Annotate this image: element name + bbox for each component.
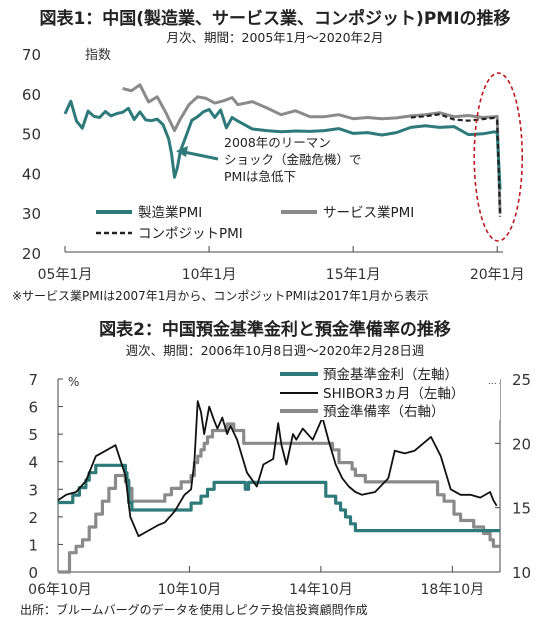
chart2-legend-bg [272, 365, 500, 383]
chart2-right-tick-label: 25 [512, 371, 531, 389]
chart1-y-tick-label: 70 [22, 46, 41, 64]
chart1-y-tick-label: 30 [22, 205, 41, 223]
chart1-y-tick-label: 20 [22, 245, 41, 263]
chart1-annotation: 2008年のリーマン [224, 135, 331, 150]
chart2-left-tick-label: 5 [28, 426, 38, 444]
chart2-series-line [58, 463, 500, 533]
chart1-subtitle: 月次、期間：2005年1月～2020年2月 [166, 30, 384, 45]
chart1-annotation-arrowhead [176, 146, 188, 157]
chart1-legend-label: 製造業PMI [138, 205, 202, 221]
chart1-series-line [410, 113, 502, 217]
chart2-left-tick-label: 4 [28, 454, 38, 472]
chart2-source: 出所：ブルームバーグのデータを使用しピクテ投信投資顧問作成 [20, 603, 368, 617]
chart1-annotation: PMIは急低下 [224, 169, 296, 184]
chart1-y-tick-label: 50 [22, 126, 41, 144]
chart2-left-tick-label: 2 [28, 509, 38, 527]
chart2-legend-label: SHIBOR3ヵ月（左軸） [323, 386, 464, 402]
chart1-x-tick-label: 20年1月 [470, 267, 525, 283]
chart2-legend-label: 預金基準金利（左軸） [323, 366, 458, 383]
chart1-legend-label: コンポジットPMI [138, 226, 243, 242]
chart2-legend-label: 預金準備率（右軸） [323, 403, 445, 420]
chart2-right-tick-label: 20 [512, 435, 531, 453]
chart1-plot: 20 30 40 50 60 70 指数 05年1月 10年1月 15年1月 20年1月 2008年の… [22, 46, 525, 283]
chart2-subtitle: 週次、期間：2006年10月8日週～2020年2月28日週 [125, 343, 425, 358]
chart2-left-tick-label: 1 [28, 536, 38, 554]
chart2-series-line [58, 422, 500, 574]
chart2-right-tick-label: 15 [512, 500, 531, 518]
chart2-series-line [57, 400, 498, 538]
chart2-title: 図表2：中国預金基準金利と預金準備率の推移 [99, 320, 451, 340]
chart1-y-tick-label: 40 [22, 165, 41, 183]
chart2-left-tick-label: 7 [28, 371, 38, 389]
chart2-x-tick-label: 06年10月 [28, 582, 92, 598]
chart2-left-tick-label: 3 [28, 481, 38, 499]
chart2-legend-bg [272, 384, 500, 402]
chart2-left-tick-label: 0 [28, 564, 38, 582]
chart1-legend-label: サービス業PMI [323, 205, 414, 221]
chart2-x-tick-label: 18年10月 [421, 582, 485, 598]
chart2-x-tick-label: 10年10月 [158, 582, 222, 598]
chart1-y-tick-label: 60 [22, 86, 41, 104]
chart1-annotation-arrow [183, 150, 219, 161]
chart2-right-tick-label: 10 [512, 564, 531, 582]
chart2-legend-bg [272, 402, 500, 420]
chart1-highlight-ellipse [473, 72, 524, 242]
chart2-left-unit: % [68, 375, 79, 389]
chart1-series-line [122, 83, 502, 214]
chart1-y-axis-label: 指数 [85, 48, 111, 63]
chart2-plot: 0123456710152025%%06年10月10年10月14年10月18年1… [28, 365, 531, 598]
chart1-series-line [63, 99, 502, 190]
chart1-x-tick-label: 15年1月 [326, 267, 381, 283]
chart2-x-tick-label: 14年10月 [289, 582, 353, 598]
chart1-x-tick-label: 05年1月 [38, 267, 93, 283]
chart2-left-tick-label: 6 [28, 399, 38, 417]
chart1-annotation: ショック（金融危機）で [224, 152, 362, 167]
chart1-title: 図表1：中国(製造業、サービス業、コンポジット)PMIの推移 [39, 9, 511, 29]
chart1-x-tick-label: 10年1月 [182, 267, 237, 283]
chart1-note: ※サービス業PMIは2007年1月から、コンポジットPMIは2017年1月から表… [12, 289, 429, 303]
